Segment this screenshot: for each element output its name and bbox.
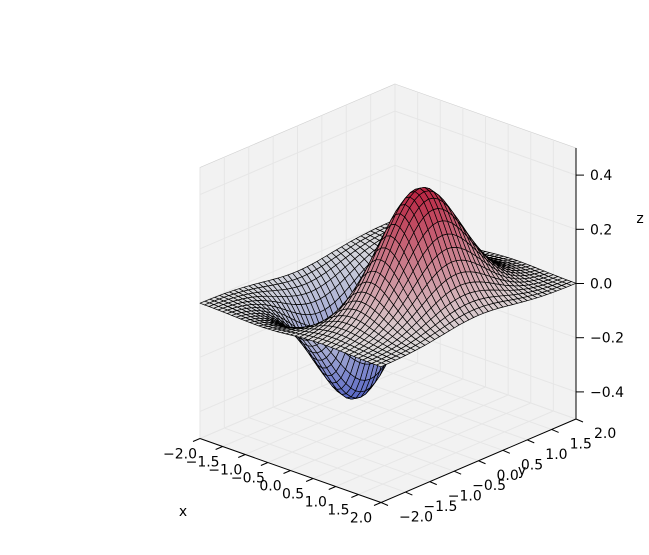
x-tick-label-mark <box>260 462 269 466</box>
y-tick-label: −1.0 <box>448 489 482 505</box>
y-tick-label: 1.5 <box>570 436 592 452</box>
z-tick-label: −0.2 <box>590 331 624 347</box>
gridline-floor-y <box>224 427 406 493</box>
y-tick-label: 1.0 <box>545 447 567 463</box>
gridline-floor-y <box>346 375 528 441</box>
x-tick-label-mark <box>373 502 382 506</box>
z-axis-label: z <box>636 211 643 227</box>
z-tick-label: 0.2 <box>590 222 612 238</box>
gridline-floor-y <box>394 354 577 420</box>
y-tick-label-mark <box>453 470 462 475</box>
surface-patch <box>376 362 387 368</box>
y-tick-label: −0.5 <box>472 478 506 494</box>
z-tick-label: 0.4 <box>590 168 612 184</box>
y-tick-label: −2.0 <box>399 510 433 526</box>
gridline-wall-z-right <box>394 110 577 176</box>
x-tick-label-mark <box>305 478 314 482</box>
x-tick-label: 1.5 <box>327 503 349 519</box>
surface-plot <box>199 186 577 400</box>
x-tick-label-mark <box>351 494 359 498</box>
x-axis-label: x <box>179 504 187 520</box>
y-tick-label-mark <box>502 449 511 454</box>
x-tick-label: −0.5 <box>231 471 265 487</box>
y-tick-label: −1.5 <box>423 499 457 515</box>
x-tick-label: −2.0 <box>163 447 197 463</box>
x-tick-label: 0.0 <box>259 479 281 495</box>
y-tick-label: 2.0 <box>594 426 616 442</box>
x-tick-label: −1.0 <box>208 463 242 479</box>
z-tick-label: 0.0 <box>590 277 612 293</box>
y-tick-label: 0.5 <box>521 457 543 473</box>
y-tick-label: 0.0 <box>497 468 519 484</box>
y-tick-label-mark <box>478 460 486 465</box>
y-axis-label: y <box>518 463 526 479</box>
gridline-floor-y <box>248 417 430 483</box>
x-tick-label-mark <box>192 438 201 442</box>
y-tick-label-mark <box>405 491 413 496</box>
y-tick-label-mark <box>380 502 389 506</box>
gridline-wall-z-right <box>394 164 577 230</box>
x-tick-label: 1.0 <box>305 495 327 511</box>
gridline-floor-y <box>297 396 479 462</box>
z-tick-label: −0.4 <box>590 385 624 401</box>
gridline-wall-z-left <box>199 110 396 196</box>
y-tick-label-mark <box>551 428 559 433</box>
gridline-floor-y <box>272 406 455 472</box>
x-tick-label: 0.5 <box>282 487 304 503</box>
gridline-floor-y <box>370 364 552 430</box>
x-tick-label-mark <box>215 446 223 450</box>
gridline-wall-z-left <box>199 164 396 250</box>
x-tick-label-mark <box>283 470 291 474</box>
x-tick-label-mark <box>328 486 336 490</box>
x-tick-label: 2.0 <box>350 511 372 527</box>
x-tick-label-mark <box>238 454 246 458</box>
y-tick-label-mark <box>575 418 584 423</box>
axis-tick-labels: −2.0−1.5−1.0−0.50.0 0.5 1.0 1.5 2.0 −2.0−1.5−… <box>163 168 624 526</box>
y-tick-label-mark <box>429 481 437 486</box>
y-tick-label-mark <box>527 439 535 444</box>
x-tick-label: −1.5 <box>186 455 220 471</box>
gridline-wall-z-left <box>199 219 396 304</box>
